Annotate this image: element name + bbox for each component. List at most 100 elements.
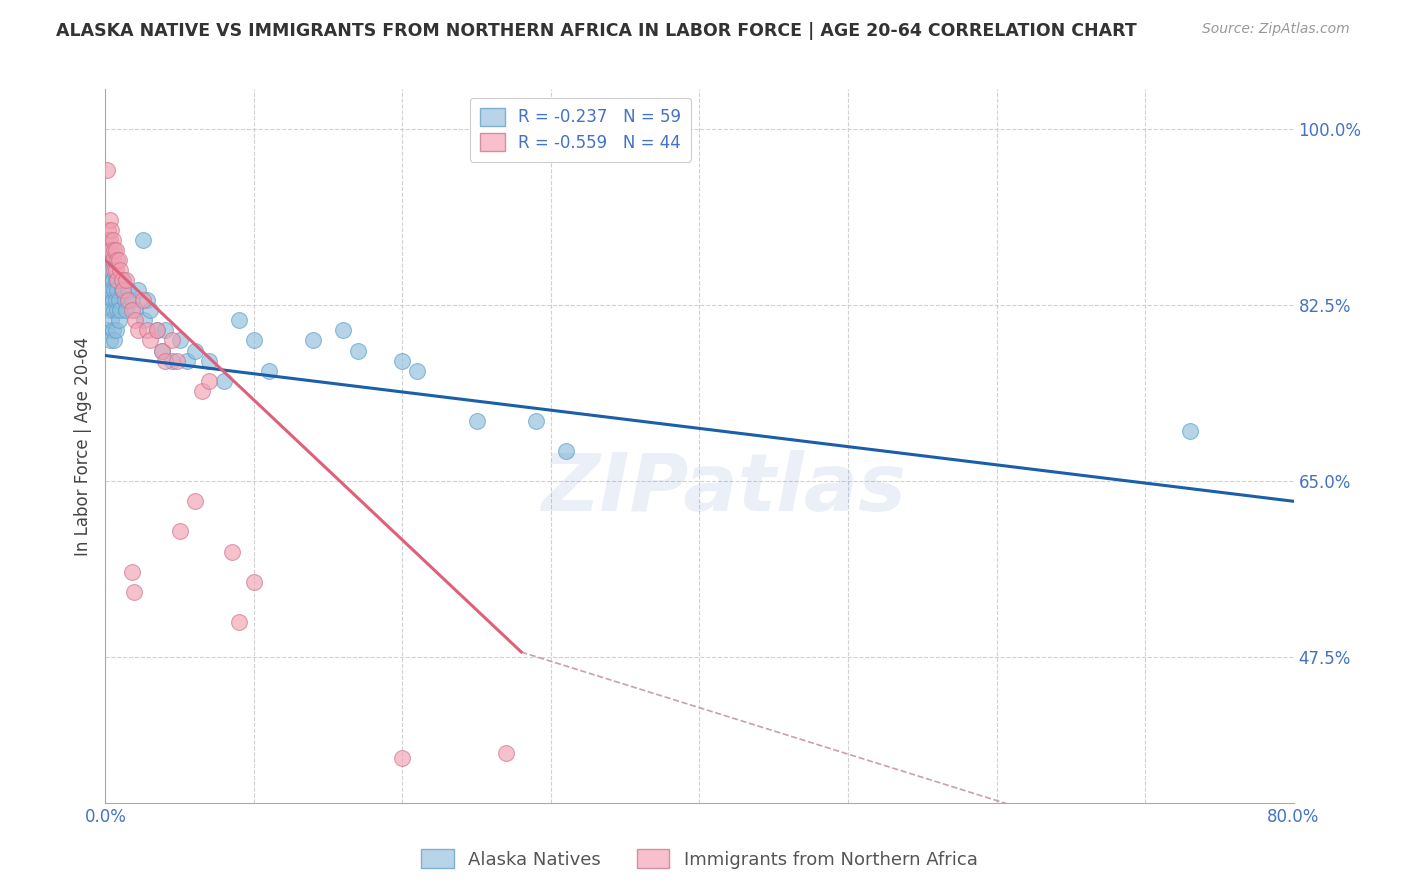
Point [101,253,124,268]
Point [114,293,136,308]
Point [97,263,120,277]
Point [524,414,547,428]
Point [243,574,266,589]
Point [112,283,135,297]
Point [100,243,122,257]
Point [131,233,153,247]
Point [104,263,127,277]
Point [101,273,124,287]
Point [214,374,236,388]
Point [103,334,125,348]
Point [98,253,121,268]
Point [146,323,169,337]
Point [198,374,221,388]
Point [111,283,134,297]
Point [103,243,125,257]
Point [108,253,131,268]
Point [96,283,118,297]
Point [302,334,325,348]
Point [139,334,162,348]
Point [117,283,139,297]
Point [150,343,173,358]
Point [97,233,120,247]
Point [101,293,124,308]
Point [391,353,413,368]
Point [391,750,413,764]
Point [121,565,143,579]
Text: ZIPatlas: ZIPatlas [541,450,905,528]
Point [97,243,120,257]
Point [100,313,122,327]
Point [495,746,517,760]
Point [191,384,214,398]
Point [153,323,176,337]
Point [198,353,221,368]
Point [97,293,120,308]
Point [103,263,125,277]
Point [465,414,488,428]
Point [105,273,128,287]
Point [257,363,280,377]
Point [110,263,132,277]
Point [110,303,132,318]
Point [153,353,176,368]
Point [115,273,138,287]
Point [111,273,134,287]
Point [117,293,139,308]
Point [103,283,125,297]
Point [101,233,124,247]
Point [101,323,124,337]
Point [100,263,122,277]
Point [150,343,173,358]
Point [100,223,122,237]
Point [98,243,121,257]
Point [105,303,128,318]
Point [104,243,127,257]
Point [132,313,155,327]
Point [136,293,159,308]
Point [98,233,121,247]
Point [221,544,243,558]
Point [347,343,370,358]
Point [1178,424,1201,438]
Point [127,283,149,297]
Point [98,212,121,227]
Y-axis label: In Labor Force | Age 20-64: In Labor Force | Age 20-64 [73,336,91,556]
Point [100,283,122,297]
Point [162,334,184,348]
Point [112,273,135,287]
Point [332,323,354,337]
Point [166,353,188,368]
Point [96,323,118,337]
Point [131,293,153,308]
Point [103,303,125,318]
Text: ALASKA NATIVE VS IMMIGRANTS FROM NORTHERN AFRICA IN LABOR FORCE | AGE 20-64 CORR: ALASKA NATIVE VS IMMIGRANTS FROM NORTHER… [56,22,1137,40]
Point [183,343,205,358]
Point [98,334,121,348]
Point [162,353,184,368]
Point [97,223,120,237]
Point [139,303,162,318]
Point [169,334,191,348]
Point [108,293,131,308]
Point [243,334,266,348]
Point [105,283,128,297]
Legend: Alaska Natives, Immigrants from Northern Africa: Alaska Natives, Immigrants from Northern… [413,841,986,876]
Point [146,323,169,337]
Point [406,363,429,377]
Point [96,162,118,177]
Point [104,323,127,337]
Text: Source: ZipAtlas.com: Source: ZipAtlas.com [1202,22,1350,37]
Point [228,615,250,629]
Point [169,524,191,539]
Point [104,273,127,287]
Point [121,293,143,308]
Point [98,273,121,287]
Point [105,253,128,268]
Point [104,293,127,308]
Point [136,323,159,337]
Point [554,444,576,458]
Point [176,353,198,368]
Point [121,303,143,318]
Point [124,303,146,318]
